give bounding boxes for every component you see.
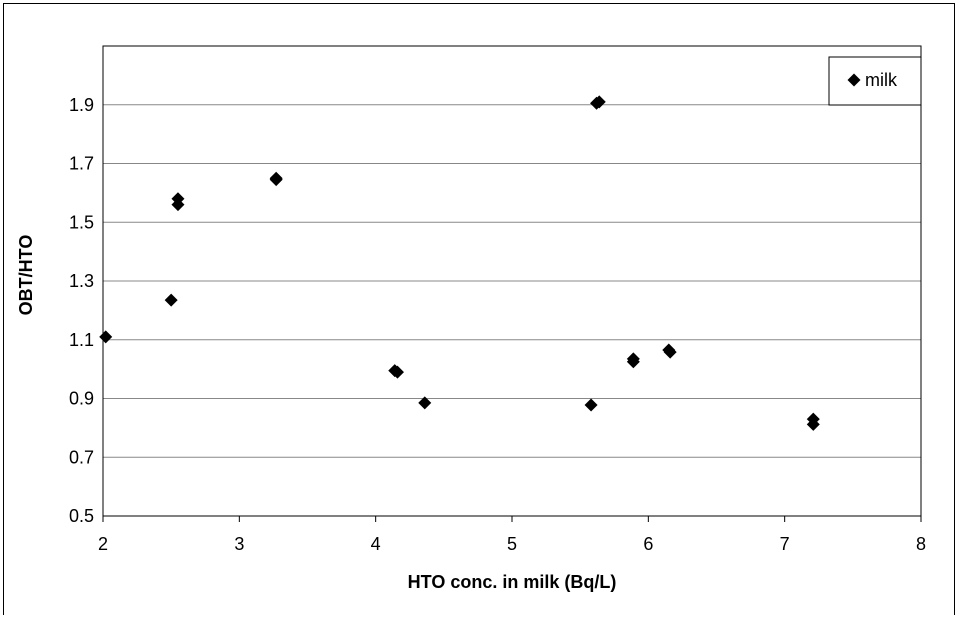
x-axis-title: HTO conc. in milk (Bq/L) <box>408 572 617 592</box>
x-tick-label: 7 <box>780 534 790 554</box>
legend: milk <box>828 56 922 106</box>
data-point-milk-3 <box>171 198 185 212</box>
data-point-milk-11 <box>592 95 606 109</box>
y-axis-tick-labels: 0.5 0.7 0.9 1.1 1.3 1.5 1.7 1.9 <box>69 95 94 526</box>
x-tick-label: 5 <box>507 534 517 554</box>
chart-frame: 0.5 0.7 0.9 1.1 1.3 1.5 1.7 1.9 2 3 4 5 6 7 8 HTO con… <box>3 3 955 615</box>
legend-label-milk: milk <box>865 70 898 90</box>
x-tick-label: 8 <box>916 534 926 554</box>
data-point-milk-15 <box>663 345 677 359</box>
y-tick-label: 1.7 <box>69 154 94 174</box>
legend-box <box>828 56 922 106</box>
y-tick-label: 1.1 <box>69 330 94 350</box>
y-tick-label: 0.7 <box>69 447 94 467</box>
x-tick-label: 2 <box>98 534 108 554</box>
data-point-milk-17 <box>806 417 820 431</box>
data-point-milk-5 <box>269 173 283 187</box>
x-axis-tick-labels: 2 3 4 5 6 7 8 <box>98 534 926 554</box>
y-tick-label: 0.5 <box>69 506 94 526</box>
legend-marker-diamond <box>847 73 861 87</box>
data-point-milk-9 <box>584 398 598 412</box>
x-tick-label: 6 <box>643 534 653 554</box>
y-tick-label: 1.5 <box>69 212 94 232</box>
y-tick-label: 0.9 <box>69 389 94 409</box>
y-tick-label: 1.9 <box>69 95 94 115</box>
gridlines <box>103 104 921 517</box>
data-points <box>99 95 820 431</box>
x-tick-label: 3 <box>234 534 244 554</box>
x-axis-tick-marks <box>102 516 922 522</box>
data-point-milk-7 <box>390 365 404 379</box>
scatter-chart: 0.5 0.7 0.9 1.1 1.3 1.5 1.7 1.9 2 3 4 5 6 7 8 HTO con… <box>16 45 926 592</box>
data-point-milk-1 <box>164 293 178 307</box>
y-tick-label: 1.3 <box>69 271 94 291</box>
data-point-milk-8 <box>418 396 432 410</box>
y-axis-title: OBT/HTO <box>16 235 36 316</box>
x-tick-label: 4 <box>371 534 381 554</box>
data-point-milk-0 <box>99 330 113 344</box>
data-point-milk-13 <box>626 355 640 369</box>
